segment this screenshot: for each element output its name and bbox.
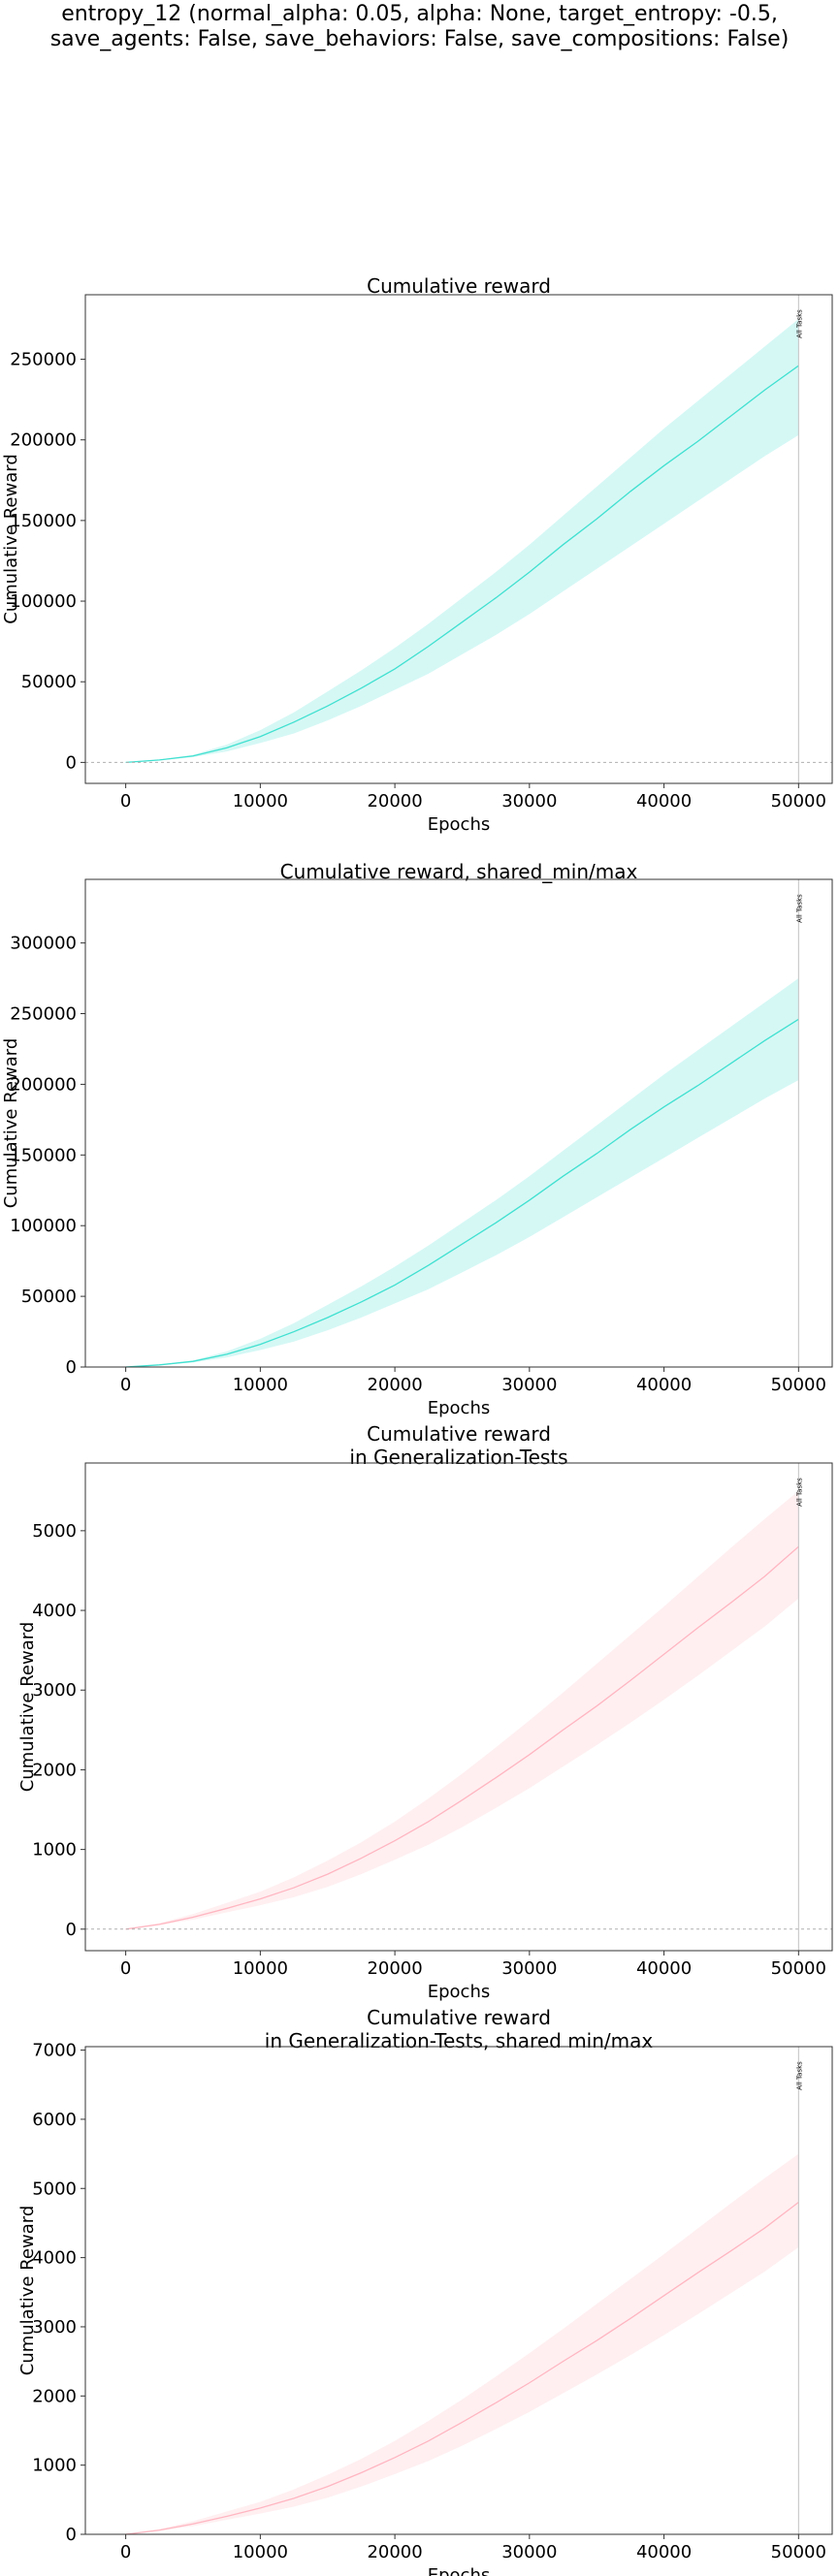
x-tick-label: 0 — [120, 791, 131, 811]
y-tick-label: 0 — [66, 1920, 77, 1940]
chart-title-line: Cumulative reward — [367, 2006, 551, 2029]
y-tick-label: 300000 — [10, 934, 77, 954]
y-tick-label: 250000 — [10, 350, 77, 370]
x-tick-label: 0 — [120, 1958, 131, 1979]
y-tick-label: 150000 — [10, 511, 77, 531]
x-tick-label: 40000 — [636, 791, 692, 811]
x-tick-label: 20000 — [367, 1958, 422, 1979]
chart-title-line: Cumulative reward — [367, 274, 551, 298]
x-tick-label: 20000 — [367, 1375, 422, 1395]
plot-frame — [84, 294, 833, 784]
y-tick-label: 4000 — [32, 1601, 77, 1621]
plot-frame — [84, 2046, 833, 2535]
y-tick-label: 50000 — [21, 672, 77, 692]
x-tick-label: 50000 — [771, 1375, 826, 1395]
task-boundary-label: All Tasks — [795, 1478, 803, 1507]
mean-line — [125, 1545, 799, 1930]
x-axis-label: Epochs — [428, 1982, 491, 2002]
x-tick-label: 30000 — [501, 2542, 557, 2562]
suptitle-line-2: save_agents: False, save_behaviors: Fals… — [49, 27, 790, 51]
y-axis-label: Cumulative Reward — [17, 1622, 38, 1793]
mean-line — [125, 365, 799, 764]
y-axis-label: Cumulative Reward — [17, 2206, 38, 2376]
x-tick-label: 40000 — [636, 1958, 692, 1979]
y-tick-label: 5000 — [32, 2178, 77, 2199]
x-tick-label: 40000 — [636, 1375, 692, 1395]
y-tick-label: 3000 — [32, 1680, 77, 1701]
chart-1: Cumulative reward All Tasks 0 10000 20000 300… — [1, 274, 833, 835]
confidence-band — [125, 1490, 799, 1929]
x-tick-label: 10000 — [233, 791, 288, 811]
y-axis-label: Cumulative Reward — [1, 454, 21, 624]
suptitle-line-1: entropy_12 (normal_alpha: 0.05, alpha: N… — [61, 2, 778, 26]
confidence-band — [125, 318, 799, 763]
task-boundary-label: All Tasks — [795, 2061, 803, 2090]
y-tick-label: 5000 — [32, 1521, 77, 1542]
x-tick-label: 30000 — [501, 791, 557, 811]
y-tick-label: 1000 — [32, 1840, 77, 1860]
x-axis-label: Epochs — [428, 1398, 491, 1418]
task-boundary-label: All Tasks — [795, 894, 803, 923]
y-tick-label: 3000 — [32, 2317, 77, 2337]
y-tick-label: 6000 — [32, 2110, 77, 2130]
x-tick-label: 50000 — [771, 1958, 826, 1979]
x-tick-label: 40000 — [636, 2542, 692, 2562]
x-tick-label: 10000 — [233, 1375, 288, 1395]
y-tick-label: 7000 — [32, 2041, 77, 2061]
y-tick-label: 0 — [66, 2525, 77, 2545]
y-axis-label: Cumulative Reward — [1, 1038, 21, 1209]
confidence-band — [125, 2153, 799, 2534]
y-tick-label: 100000 — [10, 1216, 77, 1236]
chart-title-line: in Generalization-Tests, shared min/max — [265, 2029, 654, 2052]
x-tick-label: 50000 — [771, 2542, 826, 2562]
y-tick-label: 0 — [66, 752, 77, 773]
y-tick-label: 2000 — [32, 2386, 77, 2406]
x-tick-label: 20000 — [367, 791, 422, 811]
y-tick-label: 50000 — [21, 1287, 77, 1307]
x-tick-label: 0 — [120, 2542, 131, 2562]
y-tick-label: 4000 — [32, 2248, 77, 2269]
y-tick-label: 0 — [66, 1357, 77, 1378]
y-tick-label: 250000 — [10, 1004, 77, 1025]
mean-line — [125, 2202, 799, 2535]
y-tick-label: 2000 — [32, 1760, 77, 1780]
x-tick-label: 10000 — [233, 1958, 288, 1979]
y-tick-label: 100000 — [10, 591, 77, 612]
x-tick-label: 50000 — [771, 791, 826, 811]
x-tick-label: 20000 — [367, 2542, 422, 2562]
x-tick-label: 30000 — [501, 1958, 557, 1979]
x-tick-label: 30000 — [501, 1375, 557, 1395]
y-tick-label: 1000 — [32, 2456, 77, 2476]
plot-frame — [84, 1462, 833, 1952]
x-tick-label: 10000 — [233, 2542, 288, 2562]
x-axis-label: Epochs — [428, 814, 491, 835]
figure-suptitle: entropy_12 (normal_alpha: 0.05, alpha: N… — [0, 2, 839, 52]
y-tick-label: 150000 — [10, 1145, 77, 1165]
task-boundary-label: All Tasks — [795, 309, 803, 338]
confidence-band — [125, 978, 799, 1367]
x-tick-label: 0 — [120, 1375, 131, 1395]
plot-frame — [84, 878, 833, 1368]
chart-title-line: in Generalization-Tests — [349, 1446, 567, 1469]
y-tick-label: 200000 — [10, 1074, 77, 1095]
y-tick-label: 200000 — [10, 430, 77, 451]
x-axis-label: Epochs — [428, 2565, 491, 2576]
chart-title-line: Cumulative reward — [367, 1422, 551, 1446]
mean-line — [125, 1018, 799, 1368]
